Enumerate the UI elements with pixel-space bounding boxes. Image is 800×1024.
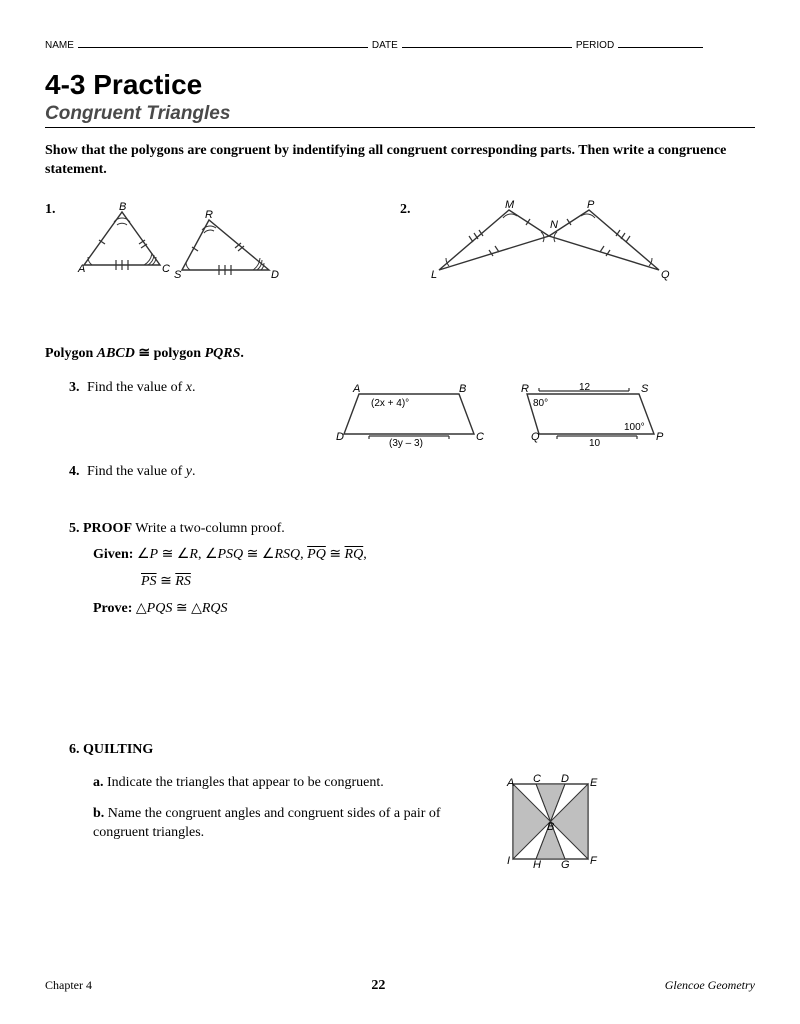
- figure-1: A B C R S D: [64, 200, 284, 280]
- instructions: Show that the polygons are congruent by …: [45, 142, 755, 180]
- svg-text:10: 10: [589, 438, 601, 449]
- problem-2-number: 2.: [400, 200, 411, 218]
- svg-text:A: A: [352, 383, 360, 395]
- figure-abcd: A B C D (2x + 4)° (3y – 3): [329, 380, 489, 450]
- svg-text:P: P: [587, 200, 595, 211]
- page-footer: Chapter 4 22 Glencoe Geometry: [45, 978, 755, 994]
- figure-rqps: R S P Q 12 10 80° 100°: [509, 380, 669, 450]
- page-title: 4-3 Practice: [45, 69, 755, 101]
- svg-text:S: S: [174, 269, 182, 280]
- svg-text:G: G: [561, 859, 570, 869]
- congruence-statement: Polygon ABCD ≅ polygon PQRS.: [45, 345, 755, 362]
- problem-3-row: 3. Find the value of x. A B C D (2x + 4)…: [45, 380, 755, 450]
- svg-text:S: S: [641, 383, 649, 395]
- figures-3-4: A B C D (2x + 4)° (3y – 3) R S P Q 12 10…: [329, 380, 669, 450]
- svg-text:D: D: [336, 431, 344, 443]
- svg-text:I: I: [507, 855, 510, 867]
- problem-4: 4. Find the value of y.: [69, 464, 309, 480]
- svg-text:A: A: [506, 777, 514, 789]
- date-blank[interactable]: [402, 47, 572, 48]
- svg-text:100°: 100°: [624, 422, 645, 433]
- footer-left: Chapter 4: [45, 978, 92, 993]
- svg-text:N: N: [550, 219, 558, 231]
- worksheet-header: NAME DATE PERIOD: [45, 40, 755, 51]
- problem-3: 3. Find the value of x.: [69, 380, 309, 450]
- footer-page: 22: [371, 978, 385, 994]
- svg-text:A: A: [77, 263, 85, 275]
- svg-text:M: M: [505, 200, 515, 211]
- figure-2: L M N P Q: [419, 200, 679, 285]
- svg-text:B: B: [459, 383, 466, 395]
- svg-text:Q: Q: [661, 269, 670, 281]
- svg-text:C: C: [533, 774, 541, 785]
- problem-1: 1. A B C: [45, 200, 400, 285]
- svg-text:C: C: [476, 431, 484, 443]
- svg-text:H: H: [533, 859, 541, 869]
- name-blank[interactable]: [78, 47, 368, 48]
- svg-text:(3y – 3): (3y – 3): [389, 438, 423, 449]
- svg-text:D: D: [271, 269, 279, 280]
- svg-text:R: R: [205, 209, 213, 221]
- title-divider: [45, 127, 755, 128]
- svg-text:F: F: [590, 855, 598, 867]
- problem-1-number: 1.: [45, 200, 56, 218]
- page-subtitle: Congruent Triangles: [45, 103, 755, 125]
- figure-quilt: A C D E B F G H I: [503, 774, 598, 869]
- problem-4-row: 4. Find the value of y.: [45, 464, 755, 480]
- svg-text:C: C: [162, 263, 170, 275]
- date-label: DATE: [372, 40, 398, 51]
- name-label: NAME: [45, 40, 74, 51]
- footer-right: Glencoe Geometry: [665, 978, 755, 993]
- problem-2: 2. L M N P: [400, 200, 755, 285]
- problems-1-2: 1. A B C: [45, 200, 755, 285]
- svg-text:E: E: [590, 777, 598, 789]
- svg-text:80°: 80°: [533, 398, 548, 409]
- svg-text:B: B: [119, 201, 126, 213]
- period-blank[interactable]: [618, 47, 703, 48]
- problem-5: 5. PROOF Write a two-column proof. Given…: [69, 516, 755, 622]
- svg-text:(2x + 4)°: (2x + 4)°: [371, 398, 409, 409]
- svg-text:L: L: [431, 269, 437, 281]
- svg-text:R: R: [521, 383, 529, 395]
- svg-text:Q: Q: [531, 431, 540, 443]
- svg-text:B: B: [547, 821, 554, 833]
- svg-text:P: P: [656, 431, 664, 443]
- problem-6: 6. QUILTING a. Indicate the triangles th…: [69, 742, 755, 869]
- period-label: PERIOD: [576, 40, 614, 51]
- svg-text:D: D: [561, 774, 569, 785]
